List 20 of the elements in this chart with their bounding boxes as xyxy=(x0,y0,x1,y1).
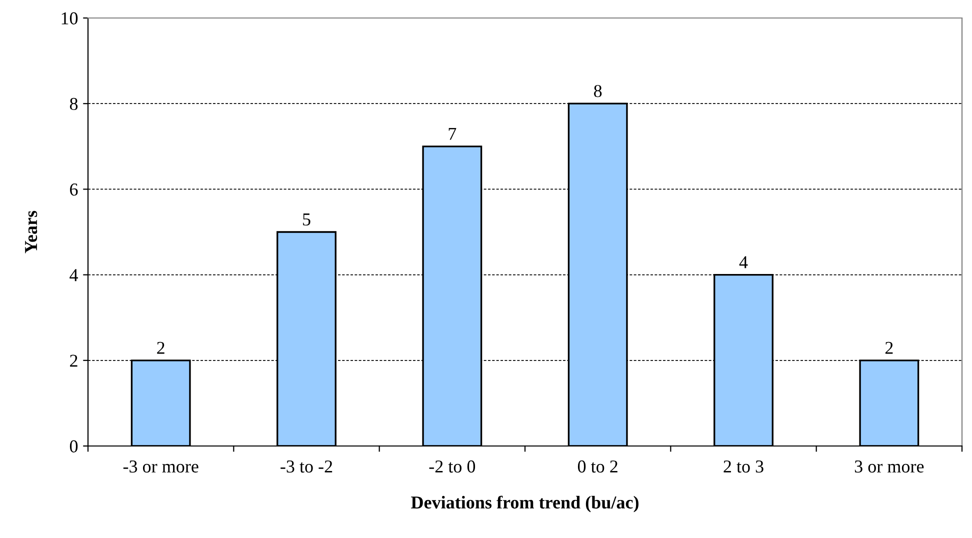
x-tick-label: -3 or more xyxy=(123,460,198,473)
y-tick-label: 4 xyxy=(70,269,78,282)
data-label: 7 xyxy=(448,128,456,140)
data-label: 2 xyxy=(157,342,164,354)
data-label: 4 xyxy=(739,256,748,268)
x-tick-label: -2 to 0 xyxy=(429,460,476,473)
x-tick-label: 2 to 3 xyxy=(724,460,764,473)
y-tick-label: 6 xyxy=(70,184,78,196)
data-label: 5 xyxy=(303,214,310,226)
y-axis-title: Years xyxy=(25,210,38,254)
y-tick-label: 8 xyxy=(70,98,78,110)
x-tick-label: -3 to -2 xyxy=(280,460,332,473)
y-tick-label: 2 xyxy=(70,354,78,367)
x-tick-label: 3 or more xyxy=(854,460,924,473)
x-tick-label: 0 to 2 xyxy=(578,460,618,473)
y-tick-label: 0 xyxy=(70,440,78,452)
x-axis-title: Deviations from trend (bu/ac) xyxy=(411,496,638,512)
data-label: 2 xyxy=(885,342,893,354)
y-tick-label: 10 xyxy=(62,12,78,24)
data-label: 8 xyxy=(594,84,602,98)
